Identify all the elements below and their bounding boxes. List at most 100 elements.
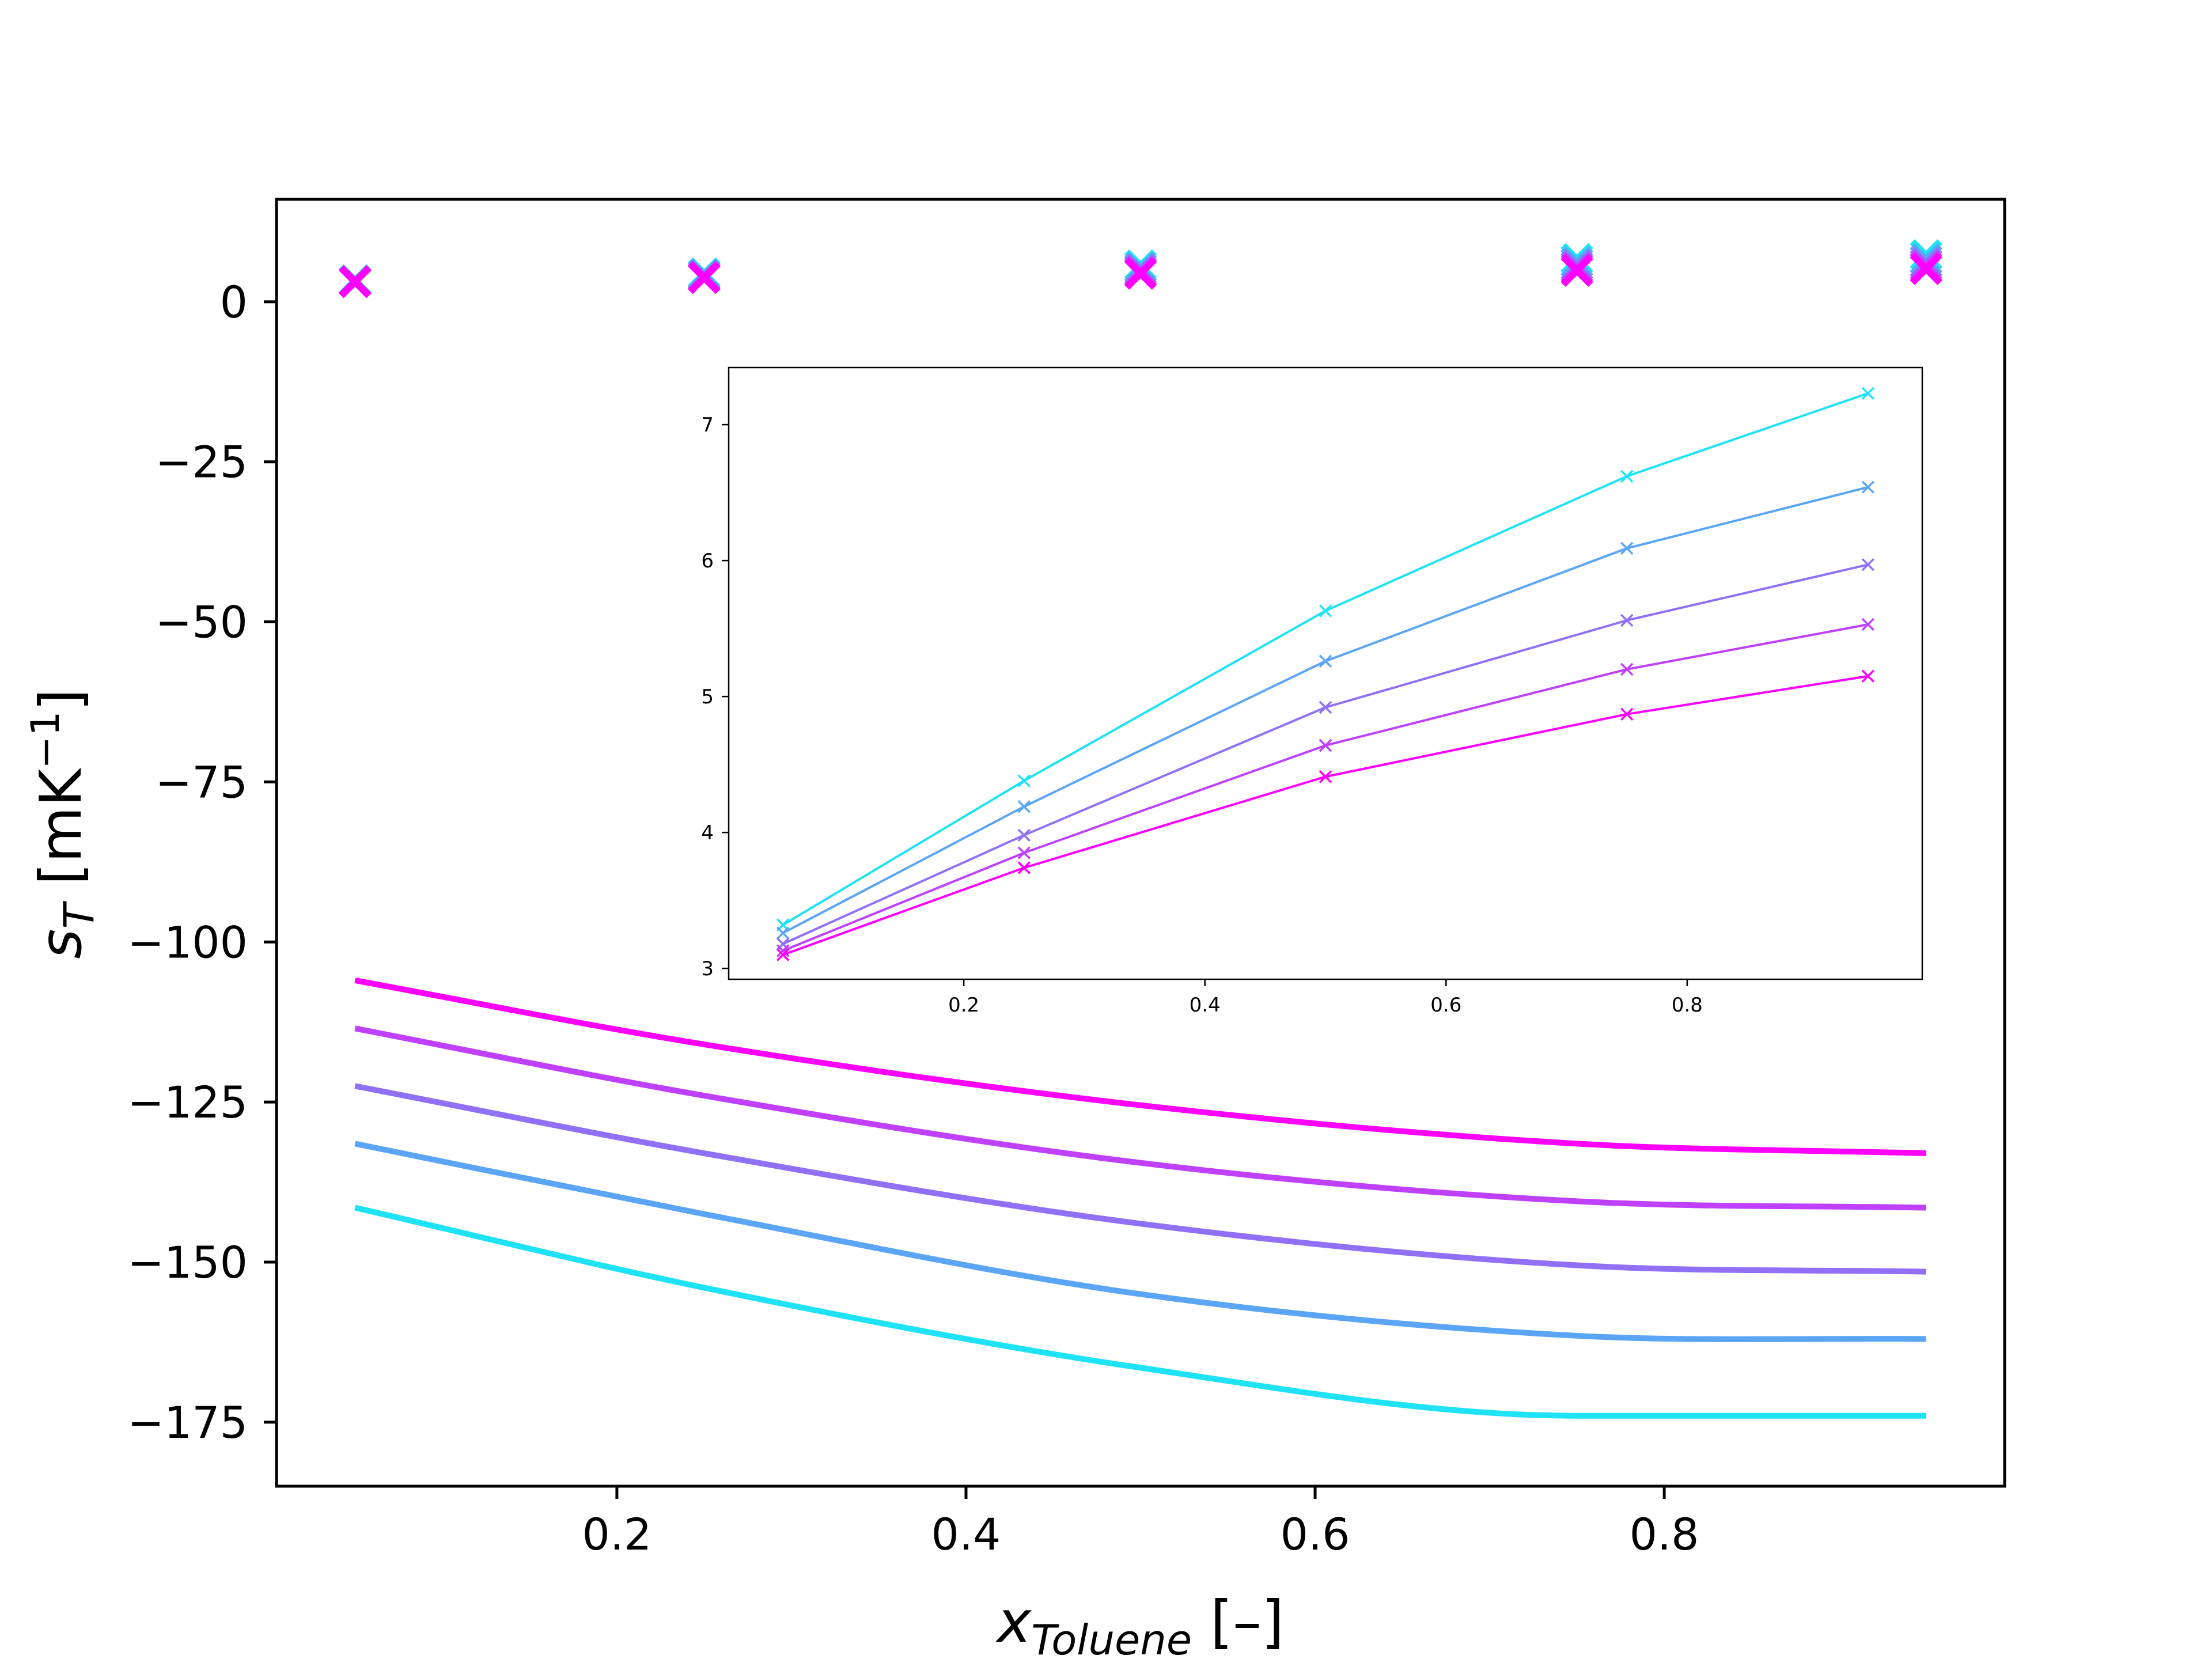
inset-marker-series-2-point-2 xyxy=(1017,800,1031,813)
inset-marker-stroke-b xyxy=(1017,846,1031,859)
inset-marker-stroke-b xyxy=(1620,541,1634,555)
inset-marker-stroke-b xyxy=(1620,662,1634,676)
main-marker-stroke-b xyxy=(1560,254,1593,287)
inset-marker-series-4-point-4 xyxy=(1620,662,1634,676)
main-line-series-group xyxy=(354,978,1926,1419)
inset-marker-series-2-point-5 xyxy=(1861,480,1875,494)
inset-marker-series-1-point-2 xyxy=(1017,774,1031,787)
main-line-2 xyxy=(354,1025,1926,1211)
main-x-axis-ticks: 0.2 0.4 0.6 0.8 xyxy=(582,1486,1699,1560)
main-marker-series-5-point-2 xyxy=(688,262,721,294)
inset-marker-stroke-b xyxy=(1319,604,1332,618)
inset-marker-stroke-b xyxy=(1319,738,1332,752)
x-axis-title-subscript: Toluene xyxy=(1031,1616,1192,1659)
inset-marker-stroke-b xyxy=(1319,770,1332,783)
main-axes: 0.2 0.4 0.6 0.8 0−25−50−75−100−125−150−175 … xyxy=(23,198,2006,1659)
inset-line-series-group xyxy=(776,387,1875,961)
inset-y-tick-label: 6 xyxy=(701,550,714,573)
inset-x-tick-label: 0.2 xyxy=(948,994,979,1017)
inset-x-tick-label: 0.4 xyxy=(1190,994,1221,1017)
inset-marker-series-5-point-5 xyxy=(1861,669,1875,683)
main-marker-series-group xyxy=(339,239,1942,298)
main-y-tick-label: −150 xyxy=(127,1237,248,1288)
x-axis-title-base: x xyxy=(995,1588,1032,1656)
inset-marker-stroke-b xyxy=(1620,469,1634,483)
inset-x-axis-ticks: 0.2 0.4 0.6 0.8 xyxy=(948,979,1703,1017)
inset-marker-series-1-point-4 xyxy=(1620,469,1634,483)
inset-marker-stroke-b xyxy=(1861,387,1875,400)
inset-marker-stroke-b xyxy=(1017,828,1031,842)
main-x-tick-label: 0.2 xyxy=(582,1509,652,1560)
inset-marker-stroke-b xyxy=(1620,707,1634,721)
inset-marker-series-5-point-2 xyxy=(1017,861,1031,874)
inset-marker-series-2-point-3 xyxy=(1319,654,1332,668)
inset-background xyxy=(729,368,1922,979)
inset-marker-stroke-b xyxy=(1861,618,1875,631)
inset-marker-series-3-point-3 xyxy=(1319,700,1332,714)
inset-marker-stroke-b xyxy=(1017,861,1031,874)
main-y-tick-label: −75 xyxy=(156,756,248,808)
inset-marker-series-3-point-4 xyxy=(1620,613,1634,627)
main-y-tick-label: −175 xyxy=(127,1397,248,1448)
inset-x-tick-label: 0.8 xyxy=(1672,994,1703,1017)
y-axis-title-unit-close: ] xyxy=(27,688,94,711)
main-plot-frame xyxy=(275,198,2006,1488)
y-axis-title-unit: [mK xyxy=(27,767,94,903)
inset-marker-stroke-b xyxy=(1861,669,1875,683)
inset-marker-stroke-b xyxy=(1319,654,1332,668)
inset-marker-series-5-point-1 xyxy=(776,948,790,961)
inset-marker-series-4-point-3 xyxy=(1319,738,1332,752)
main-marker-stroke-b xyxy=(1910,252,1942,285)
inset-marker-stroke-b xyxy=(1620,613,1634,627)
main-marker-series-5-point-1 xyxy=(339,266,372,298)
main-marker-stroke-b xyxy=(339,266,372,298)
main-marker-series-5-point-4 xyxy=(1560,254,1593,287)
main-marker-stroke-b xyxy=(1124,257,1157,290)
inset-marker-series-3-point-2 xyxy=(1017,828,1031,842)
main-y-tick-label: −25 xyxy=(156,437,248,488)
main-x-tick-label: 0.4 xyxy=(931,1509,1001,1560)
y-axis-title-subscript: T xyxy=(55,900,103,929)
inset-marker-stroke-b xyxy=(1319,700,1332,714)
inset-marker-series-5-point-3 xyxy=(1319,770,1332,783)
inset-marker-series-3-point-5 xyxy=(1861,558,1875,571)
inset-marker-series-5-point-4 xyxy=(1620,707,1634,721)
main-y-tick-label: −100 xyxy=(127,916,248,968)
x-axis-title: xToluene [–] xyxy=(995,1588,1284,1659)
inset-y-tick-label: 5 xyxy=(701,685,714,709)
inset-marker-series-1-point-3 xyxy=(1319,604,1332,618)
inset-y-tick-label: 4 xyxy=(701,821,714,844)
main-y-tick-label: −50 xyxy=(156,597,248,648)
y-axis-title-unit-superscript: −1 xyxy=(23,711,69,768)
main-y-axis-ticks: 0 −25 −50 −75 −100 −125 −150 −175 xyxy=(127,276,276,1448)
main-line-5 xyxy=(354,1205,1926,1419)
main-marker-stroke-b xyxy=(688,262,721,294)
inset-marker-series-2-point-1 xyxy=(776,926,790,940)
x-axis-title-unit: [–] xyxy=(1192,1588,1284,1656)
main-line-3 xyxy=(354,1083,1926,1275)
main-marker-series-5-point-3 xyxy=(1124,257,1157,290)
inset-axes: 0.2 0.4 0.6 0.8 3 4 5 6 7 xyxy=(701,366,1923,1017)
inset-marker-stroke-b xyxy=(1017,774,1031,787)
main-marker-series-5-point-5 xyxy=(1910,252,1942,285)
main-x-tick-label: 0.8 xyxy=(1630,1509,1699,1560)
inset-marker-series-2-point-4 xyxy=(1620,541,1634,555)
main-line-4 xyxy=(354,1141,1926,1342)
inset-marker-stroke-b xyxy=(1017,800,1031,813)
inset-marker-stroke-b xyxy=(1861,558,1875,571)
main-y-tick-label: 0 xyxy=(220,276,248,328)
inset-marker-stroke-b xyxy=(1861,480,1875,494)
main-line-1 xyxy=(354,978,1926,1157)
inset-y-axis-ticks: 3 4 5 6 7 xyxy=(701,414,729,980)
y-axis-title: sT [mK−1] xyxy=(23,688,103,959)
inset-plot-frame xyxy=(728,366,1923,980)
inset-marker-stroke-b xyxy=(776,944,790,957)
inset-y-tick-label: 7 xyxy=(701,414,714,437)
y-axis-title-base: s xyxy=(27,929,94,959)
inset-x-tick-label: 0.6 xyxy=(1430,994,1461,1017)
main-x-tick-label: 0.6 xyxy=(1281,1509,1350,1560)
inset-marker-series-4-point-2 xyxy=(1017,846,1031,859)
inset-marker-series-1-point-5 xyxy=(1861,387,1875,400)
inset-y-tick-label: 3 xyxy=(701,957,714,980)
